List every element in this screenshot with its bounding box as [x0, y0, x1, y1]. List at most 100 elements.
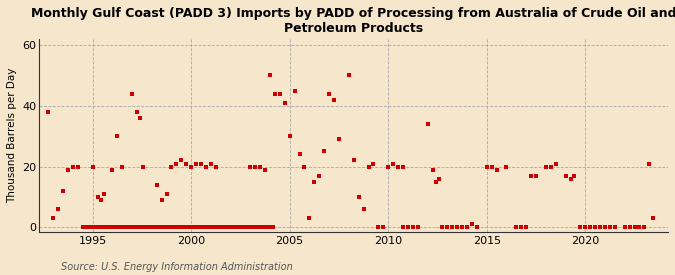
Point	[412, 225, 423, 230]
Point	[200, 225, 211, 230]
Point	[402, 225, 413, 230]
Point	[304, 216, 315, 220]
Point	[102, 225, 113, 230]
Point	[107, 167, 117, 172]
Point	[266, 225, 277, 230]
Point	[82, 225, 93, 230]
Point	[423, 122, 433, 126]
Point	[358, 207, 369, 211]
Point	[481, 164, 492, 169]
Point	[237, 225, 248, 230]
Point	[230, 225, 241, 230]
Point	[117, 164, 128, 169]
Point	[53, 207, 63, 211]
Point	[501, 164, 512, 169]
Point	[243, 225, 254, 230]
Point	[127, 91, 138, 96]
Point	[353, 195, 364, 199]
Point	[202, 225, 213, 230]
Point	[398, 164, 408, 169]
Point	[466, 222, 477, 227]
Point	[511, 225, 522, 230]
Point	[250, 225, 261, 230]
Point	[254, 225, 265, 230]
Point	[212, 225, 223, 230]
Point	[80, 225, 91, 230]
Point	[245, 164, 256, 169]
Point	[545, 164, 556, 169]
Point	[348, 158, 359, 163]
Point	[140, 225, 151, 230]
Point	[433, 177, 444, 181]
Point	[260, 167, 271, 172]
Point	[261, 225, 272, 230]
Point	[99, 225, 109, 230]
Point	[79, 225, 90, 230]
Point	[457, 225, 468, 230]
Point	[260, 225, 271, 230]
Point	[204, 225, 215, 230]
Point	[254, 164, 265, 169]
Point	[112, 225, 123, 230]
Point	[248, 225, 259, 230]
Point	[284, 134, 295, 138]
Point	[256, 225, 267, 230]
Point	[437, 225, 448, 230]
Point	[184, 225, 195, 230]
Point	[220, 225, 231, 230]
Point	[173, 225, 184, 230]
Point	[235, 225, 246, 230]
Point	[227, 225, 238, 230]
Point	[150, 225, 161, 230]
Point	[383, 164, 394, 169]
Text: Source: U.S. Energy Information Administration: Source: U.S. Energy Information Administ…	[61, 262, 292, 272]
Point	[43, 110, 54, 114]
Point	[48, 216, 59, 220]
Point	[132, 225, 142, 230]
Point	[199, 225, 210, 230]
Point	[105, 225, 116, 230]
Point	[491, 167, 502, 172]
Point	[219, 225, 230, 230]
Point	[344, 73, 354, 78]
Point	[265, 225, 275, 230]
Point	[95, 225, 106, 230]
Point	[127, 225, 138, 230]
Point	[112, 134, 123, 138]
Point	[144, 225, 155, 230]
Point	[209, 225, 219, 230]
Point	[599, 225, 610, 230]
Point	[110, 225, 121, 230]
Point	[387, 161, 398, 166]
Point	[141, 225, 152, 230]
Point	[125, 225, 136, 230]
Point	[269, 91, 280, 96]
Point	[408, 225, 418, 230]
Point	[228, 225, 239, 230]
Point	[167, 225, 178, 230]
Point	[442, 225, 453, 230]
Point	[363, 164, 374, 169]
Point	[521, 225, 532, 230]
Point	[197, 225, 208, 230]
Point	[644, 161, 655, 166]
Point	[240, 225, 250, 230]
Point	[186, 225, 196, 230]
Point	[211, 225, 221, 230]
Point	[68, 164, 78, 169]
Point	[158, 225, 169, 230]
Point	[174, 225, 185, 230]
Point	[86, 225, 97, 230]
Point	[166, 225, 177, 230]
Point	[368, 161, 379, 166]
Point	[155, 225, 165, 230]
Point	[99, 192, 109, 196]
Point	[63, 167, 74, 172]
Point	[246, 225, 257, 230]
Point	[196, 161, 207, 166]
Point	[568, 174, 579, 178]
Point	[619, 225, 630, 230]
Point	[115, 225, 126, 230]
Point	[205, 225, 216, 230]
Point	[427, 167, 438, 172]
